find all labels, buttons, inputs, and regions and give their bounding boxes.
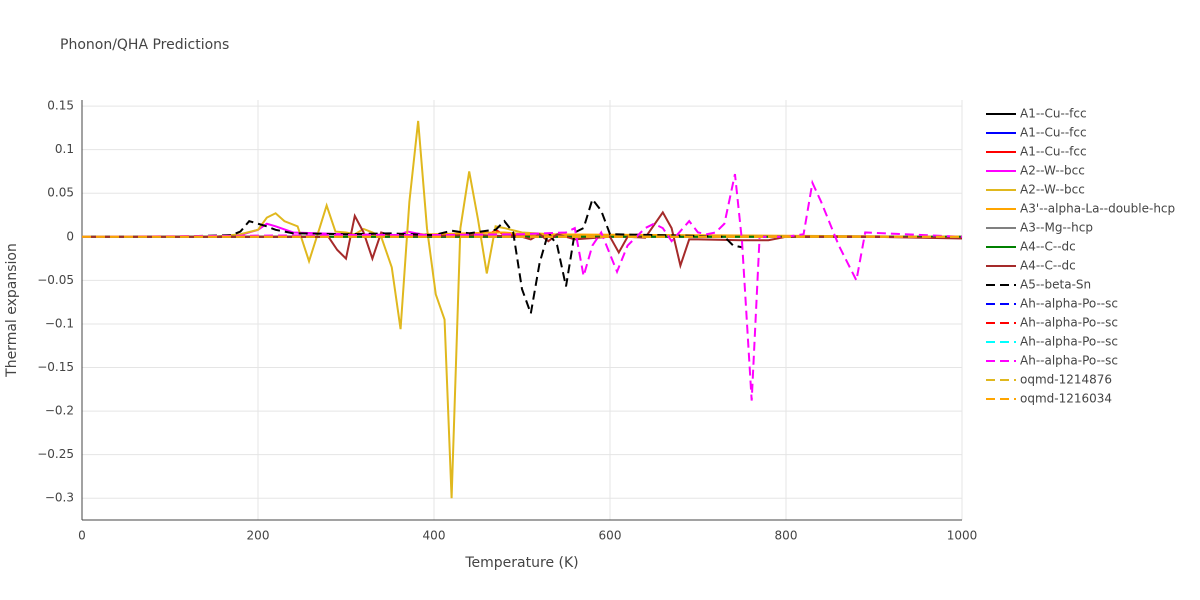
series-line xyxy=(82,197,743,318)
x-axis-label: Temperature (K) xyxy=(464,555,578,571)
legend-label: A4--C--dc xyxy=(1020,259,1076,273)
series-line xyxy=(81,173,963,401)
legend-label: A3--Mg--hcp xyxy=(1020,221,1093,235)
series-line xyxy=(82,120,962,499)
chart-title: Phonon/QHA Predictions xyxy=(60,37,229,53)
legend-label: A1--Cu--fcc xyxy=(1020,107,1087,121)
y-tick-label: 0 xyxy=(66,229,74,243)
y-tick-label: −0.25 xyxy=(37,447,74,461)
y-tick-label: 0.05 xyxy=(47,186,74,200)
legend-label: Ah--alpha-Po--sc xyxy=(1020,297,1118,311)
legend-label: A3'--alpha-La--double-hcp xyxy=(1020,202,1175,216)
y-tick-label: −0.1 xyxy=(45,316,74,330)
y-axis-label: Thermal expansion xyxy=(4,243,20,378)
legend-label: A1--Cu--fcc xyxy=(1020,145,1087,159)
x-tick-label: 800 xyxy=(775,529,798,543)
legend-label: A1--Cu--fcc xyxy=(1020,126,1087,140)
y-tick-label: −0.2 xyxy=(45,404,74,418)
legend-label: oqmd-1214876 xyxy=(1020,373,1112,387)
x-tick-label: 600 xyxy=(599,529,622,543)
x-tick-label: 400 xyxy=(423,529,446,543)
x-tick-label: 1000 xyxy=(947,529,978,543)
y-tick-label: −0.15 xyxy=(37,360,74,374)
legend-label: A2--W--bcc xyxy=(1020,183,1085,197)
legend-label: A4--C--dc xyxy=(1020,240,1076,254)
legend-label: A2--W--bcc xyxy=(1020,164,1085,178)
legend-label: Ah--alpha-Po--sc xyxy=(1020,316,1118,330)
x-tick-label: 200 xyxy=(247,529,270,543)
series-line xyxy=(82,210,963,270)
legend-label: A5--beta-Sn xyxy=(1020,278,1091,292)
legend-label: Ah--alpha-Po--sc xyxy=(1020,335,1118,349)
y-tick-label: −0.05 xyxy=(37,273,74,287)
x-tick-label: 0 xyxy=(78,529,86,543)
y-tick-label: −0.3 xyxy=(45,491,74,505)
legend-label: Ah--alpha-Po--sc xyxy=(1020,354,1118,368)
y-tick-label: 0.1 xyxy=(55,142,74,156)
legend-label: oqmd-1216034 xyxy=(1020,392,1112,406)
y-tick-label: 0.15 xyxy=(47,99,74,113)
